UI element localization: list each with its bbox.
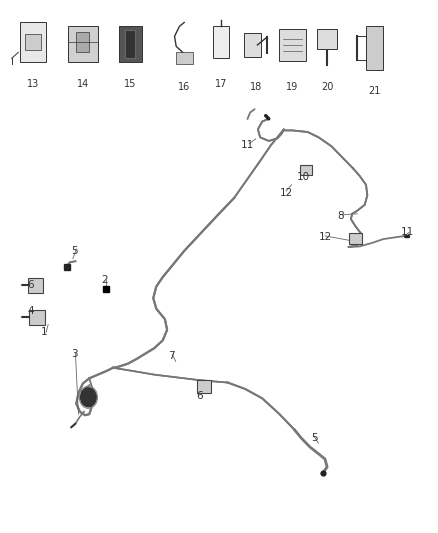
Bar [28, 278, 43, 293]
Text: 1: 1 [41, 327, 47, 337]
Text: 4: 4 [28, 306, 34, 316]
Bar [20, 22, 46, 62]
Bar [119, 26, 142, 62]
Bar [244, 33, 261, 57]
Text: 20: 20 [321, 82, 333, 92]
Text: 6: 6 [28, 280, 34, 290]
Circle shape [81, 388, 96, 407]
Bar [176, 52, 193, 64]
Bar [29, 310, 45, 325]
Text: 3: 3 [71, 349, 78, 359]
Text: 7: 7 [168, 351, 175, 361]
Text: 12: 12 [279, 188, 293, 198]
Bar [68, 26, 98, 62]
Bar [76, 33, 89, 52]
Text: 5: 5 [311, 433, 318, 443]
Text: 18: 18 [250, 82, 262, 92]
Text: 8: 8 [337, 212, 343, 221]
Text: 21: 21 [368, 86, 381, 96]
Bar [367, 26, 383, 70]
Bar [125, 30, 135, 59]
Text: 11: 11 [240, 140, 254, 150]
Text: 5: 5 [71, 246, 78, 256]
Bar [279, 29, 306, 61]
Text: 14: 14 [77, 79, 89, 89]
Bar [198, 381, 211, 393]
Text: 10: 10 [297, 172, 310, 182]
Text: 19: 19 [286, 82, 299, 92]
Text: 13: 13 [27, 79, 39, 89]
Text: 16: 16 [178, 82, 191, 92]
Bar [300, 165, 312, 175]
Text: 6: 6 [196, 391, 203, 401]
Bar [349, 233, 362, 244]
Bar [317, 29, 337, 49]
Text: 15: 15 [124, 79, 137, 89]
Text: 17: 17 [215, 79, 227, 89]
Text: 12: 12 [318, 232, 332, 243]
Text: 2: 2 [101, 274, 108, 285]
Bar [25, 34, 41, 50]
Bar [213, 26, 230, 59]
Text: 11: 11 [400, 227, 414, 237]
